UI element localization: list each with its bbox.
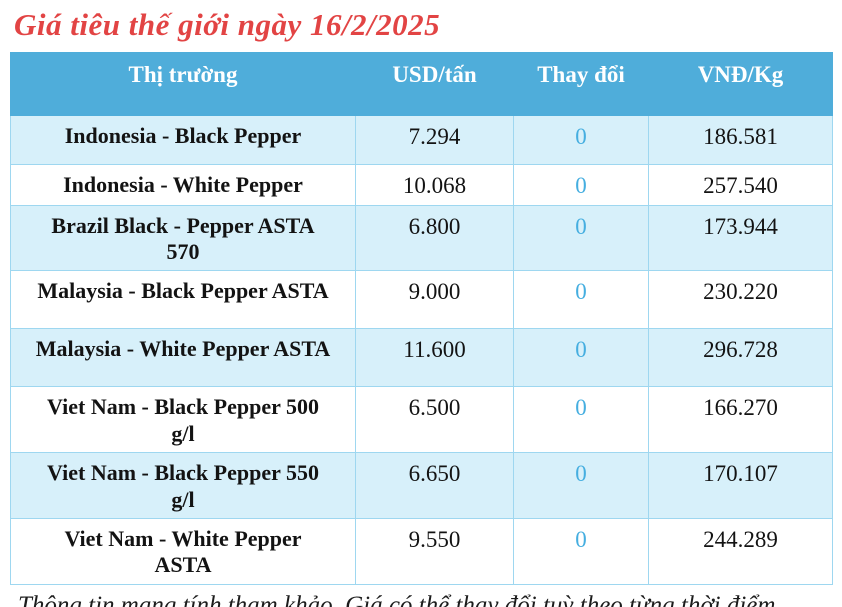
cell-market: Indonesia - White Pepper [10, 164, 356, 206]
page: Giá tiêu thế giới ngày 16/2/2025 Thị trư… [0, 7, 842, 607]
cell-vnd: 173.944 [648, 204, 833, 272]
column-header-vnd-per-kg: VNĐ/Kg [648, 52, 833, 116]
cell-change: 0 [513, 386, 649, 454]
cell-usd: 11.600 [355, 328, 514, 388]
table-row: Malaysia - Black Pepper ASTA 9.000 0 230… [10, 270, 833, 330]
cell-market: Viet Nam - Black Pepper 550 g/l [10, 452, 356, 519]
pepper-price-table: Thị trường USD/tấn Thay đổi VNĐ/Kg Indon… [10, 52, 833, 585]
cell-change: 0 [513, 204, 649, 272]
cell-usd: 6.500 [355, 386, 514, 454]
cell-change: 0 [513, 115, 649, 165]
table-row: Indonesia - White Pepper 10.068 0 257.54… [10, 164, 833, 206]
cell-change: 0 [513, 517, 649, 585]
cell-market: Indonesia - Black Pepper [10, 115, 356, 165]
column-header-change: Thay đổi [513, 52, 649, 116]
column-header-usd-per-ton: USD/tấn [355, 52, 514, 116]
disclaimer-text: Thông tin mang tính tham khảo. Giá có th… [18, 591, 776, 607]
cell-market: Malaysia - Black Pepper ASTA [10, 270, 356, 330]
cell-vnd: 244.289 [648, 517, 833, 585]
cell-change: 0 [513, 164, 649, 206]
cell-market: Viet Nam - Black Pepper 500 g/l [10, 386, 356, 454]
table-row: Brazil Black - Pepper ASTA 570 6.800 0 1… [10, 204, 833, 272]
table-row: Viet Nam - Black Pepper 550 g/l 6.650 0 … [10, 452, 833, 519]
cell-change: 0 [513, 270, 649, 330]
cell-market: Malaysia - White Pepper ASTA [10, 328, 356, 388]
table-header-row: Thị trường USD/tấn Thay đổi VNĐ/Kg [10, 52, 833, 116]
table-row: Malaysia - White Pepper ASTA 11.600 0 29… [10, 328, 833, 388]
table-row: Viet Nam - Black Pepper 500 g/l 6.500 0 … [10, 386, 833, 454]
cell-change: 0 [513, 328, 649, 388]
cell-vnd: 257.540 [648, 164, 833, 206]
cell-vnd: 186.581 [648, 115, 833, 165]
cell-usd: 6.800 [355, 204, 514, 272]
cell-vnd: 170.107 [648, 452, 833, 519]
cell-change: 0 [513, 452, 649, 519]
page-title: Giá tiêu thế giới ngày 16/2/2025 [14, 7, 441, 42]
cell-vnd: 166.270 [648, 386, 833, 454]
cell-usd: 10.068 [355, 164, 514, 206]
column-header-market: Thị trường [10, 52, 356, 116]
cell-usd: 9.550 [355, 517, 514, 585]
cell-usd: 7.294 [355, 115, 514, 165]
cell-vnd: 296.728 [648, 328, 833, 388]
table-row: Indonesia - Black Pepper 7.294 0 186.581 [10, 115, 833, 165]
table-row: Viet Nam - White Pepper ASTA 9.550 0 244… [10, 517, 833, 585]
cell-market: Viet Nam - White Pepper ASTA [10, 517, 356, 585]
cell-market: Brazil Black - Pepper ASTA 570 [10, 204, 356, 272]
cell-vnd: 230.220 [648, 270, 833, 330]
cell-usd: 6.650 [355, 452, 514, 519]
cell-usd: 9.000 [355, 270, 514, 330]
